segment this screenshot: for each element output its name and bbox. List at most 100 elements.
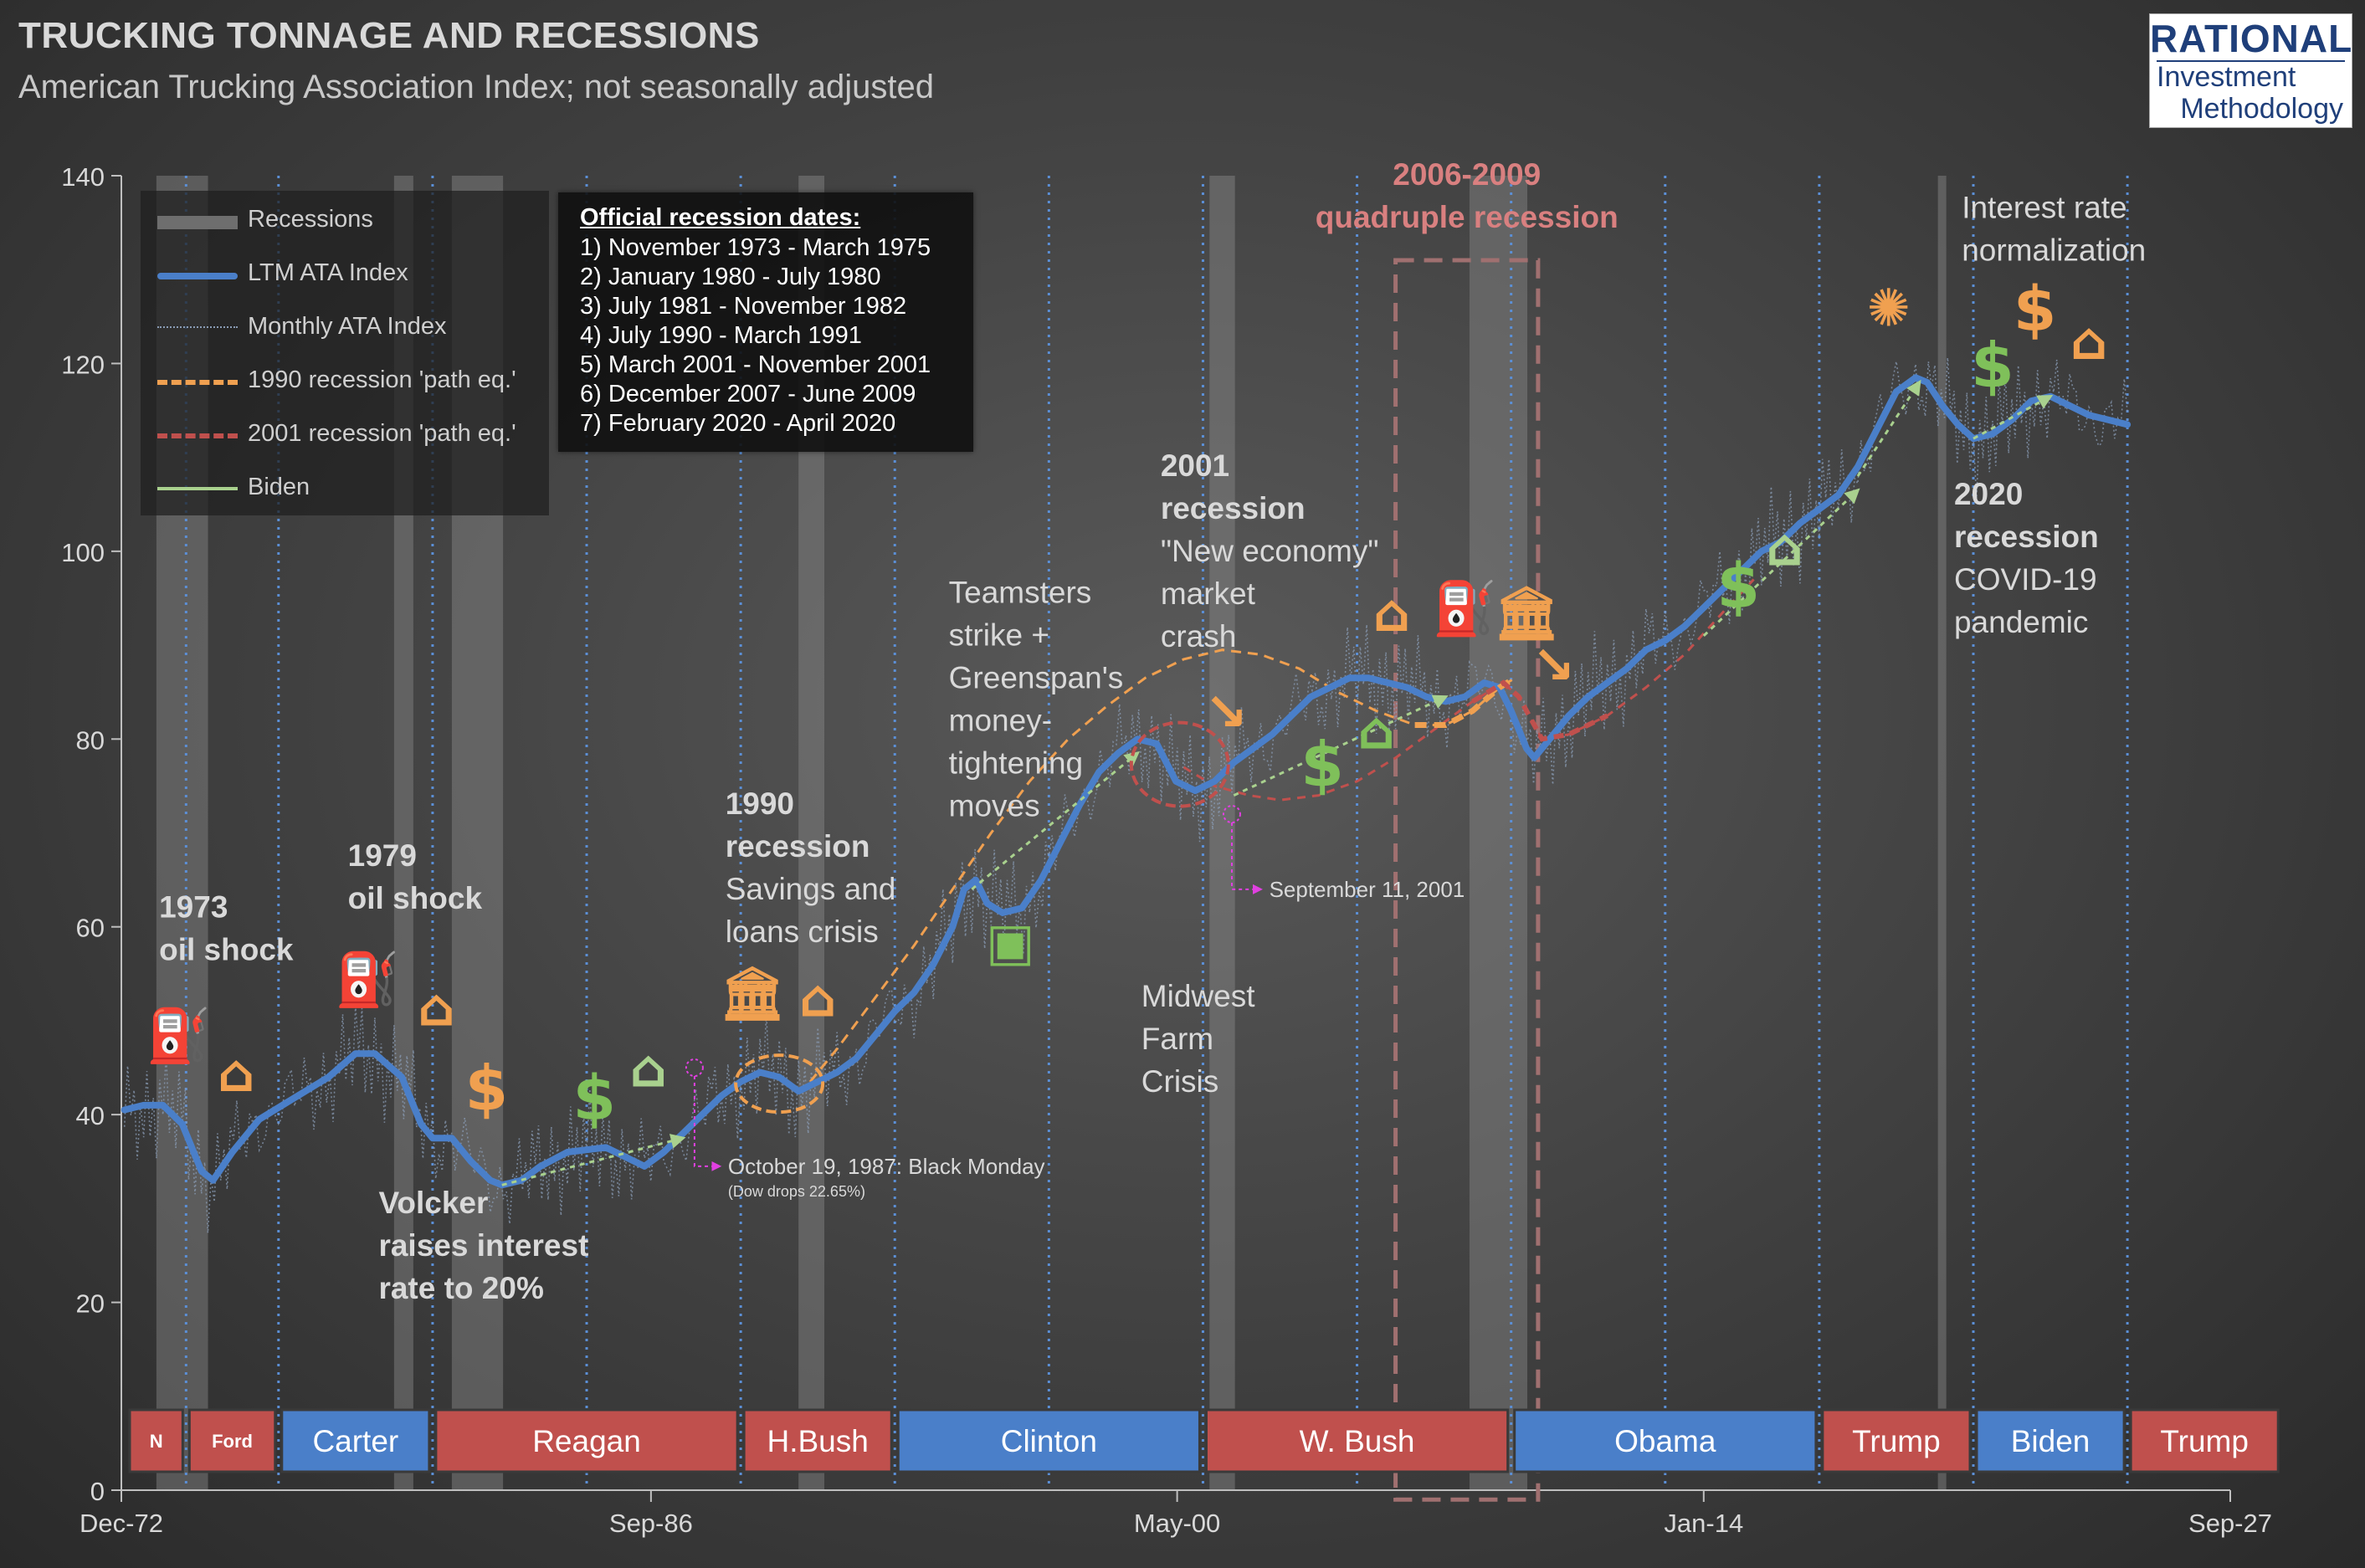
annotation-rates: normalization — [1962, 233, 2146, 267]
recession-date-item: 3) July 1981 - November 1982 — [580, 293, 907, 320]
recession-dates-heading: Official recession dates: — [580, 204, 861, 231]
oil-pump-icon: ⛽ — [1433, 578, 1497, 639]
president-label: Clinton — [1001, 1424, 1097, 1458]
president-label: Obama — [1614, 1424, 1716, 1458]
annotation-midwest: Crisis — [1141, 1064, 1218, 1099]
callout-arrow — [1230, 822, 1263, 894]
bank-icon: 🏛 — [1494, 582, 1560, 643]
chart-legend: Recessions LTM ATA Index Monthly ATA Ind… — [141, 191, 549, 515]
trend-arrow — [1856, 379, 1921, 477]
annotation-oil-1979: 1979 — [348, 838, 417, 873]
president-bar-wbush — [1204, 1408, 1510, 1473]
annotation-oil-1973: 1973 — [159, 889, 228, 924]
callout-black-monday: October 19, 1987: Black Monday — [728, 1154, 1045, 1179]
annotation-rec-2001: 2001 — [1161, 448, 1229, 483]
legend-item-1990-path: 1990 recession 'path eq.' — [141, 365, 549, 398]
y-tick-label: 100 — [61, 538, 105, 567]
dollar-icon: $ — [1716, 551, 1760, 623]
president-label: Ford — [212, 1431, 253, 1452]
house-outline-icon: ⌂ — [2070, 310, 2107, 372]
recession-date-item: 5) March 2001 - November 2001 — [580, 351, 931, 378]
quadruple-recession-box — [1393, 258, 1541, 1502]
president-label: Biden — [2011, 1424, 2091, 1458]
annotation-teamsters: moves — [949, 789, 1040, 823]
callout-arrow — [693, 1076, 722, 1171]
oil-pump-icon: ⛽ — [335, 949, 399, 1010]
company-logo: RATIONAL Investment Methodology — [2149, 13, 2352, 128]
bank-icon: 🏛 — [720, 963, 786, 1024]
recession-band — [1209, 176, 1235, 1490]
annotation-oil-1973: oil shock — [159, 932, 294, 966]
legend-label: Biden — [248, 474, 310, 500]
logo-rule — [2157, 60, 2345, 62]
callout-sept-11: September 11, 2001 — [1270, 877, 1465, 902]
recession-date-item: 6) December 2007 - June 2009 — [580, 381, 916, 407]
annotation-rec-1990: recession — [726, 829, 870, 863]
x-tick-label: Dec-72 — [80, 1509, 163, 1538]
dollar-icon: $ — [1300, 729, 1344, 801]
computer-icon: ▣ — [986, 911, 1035, 972]
legend-label: Monthly ATA Index — [248, 313, 447, 340]
legend-item-recessions: Recessions — [141, 204, 549, 238]
legend-item-2001-path: 2001 recession 'path eq.' — [141, 418, 549, 452]
chart-title: TRUCKING TONNAGE AND RECESSIONS — [18, 15, 760, 56]
annotation-volcker: raises interest — [378, 1228, 588, 1263]
legend-label: LTM ATA Index — [248, 259, 408, 286]
president-label: Reagan — [532, 1424, 641, 1458]
callout-marker — [1222, 805, 1241, 824]
chart-down-icon: ↘ — [1531, 634, 1575, 695]
callout-marker — [685, 1058, 704, 1078]
annotation-rec-2001: market — [1161, 576, 1256, 611]
y-tick-label: 0 — [90, 1477, 105, 1506]
annotation-rec-2001: recession — [1161, 491, 1306, 525]
legend-item-monthly: Monthly ATA Index — [141, 311, 549, 345]
annotation-rec-2020: recession — [1954, 520, 2099, 554]
monthly-ata-line — [123, 357, 2128, 1233]
x-tick-label: Sep-86 — [609, 1509, 693, 1538]
virus-icon: ✺ — [1867, 278, 1911, 339]
trend-arrow — [501, 1134, 686, 1186]
path-eq-2001-line — [1182, 578, 1755, 802]
ellipse-2001 — [1129, 720, 1230, 808]
president-label: N — [150, 1431, 163, 1452]
x-tick-label: May-00 — [1134, 1509, 1220, 1538]
annotation-teamsters: money- — [949, 704, 1052, 738]
chart-down-icon: ↘ — [1204, 681, 1248, 742]
legend-swatch — [157, 380, 238, 385]
legend-swatch — [157, 216, 238, 229]
dollar-icon: $ — [465, 1053, 509, 1125]
recession-date-item: 7) February 2020 - April 2020 — [580, 410, 896, 437]
annotation-rec-1990: Savings and — [726, 872, 896, 906]
legend-label: 1990 recession 'path eq.' — [248, 366, 516, 393]
president-bar-reagan — [434, 1408, 739, 1473]
house-icon: ⌂ — [1357, 700, 1394, 761]
annotation-quad: 2006-2009 — [1393, 157, 1541, 192]
annotation-rec-1990: 1990 — [726, 787, 794, 821]
legend-swatch — [157, 487, 238, 490]
legend-item-biden: Biden — [141, 472, 549, 505]
legend-label: Recessions — [248, 206, 373, 233]
annotation-teamsters: Teamsters — [949, 576, 1092, 610]
y-tick-label: 40 — [76, 1101, 105, 1130]
president-label: Trump — [1852, 1424, 1941, 1458]
oil-pump-icon: ⛽ — [146, 1005, 211, 1066]
recession-band — [1937, 176, 1947, 1490]
annotation-rec-2020: COVID-19 — [1954, 562, 2097, 597]
recession-date-item: 1) November 1973 - March 1975 — [580, 234, 931, 261]
president-bar-n — [128, 1408, 184, 1473]
house-icon: ⌂ — [799, 967, 836, 1028]
house-icon: ⌂ — [418, 977, 454, 1038]
trend-arrow — [1973, 394, 2054, 440]
legend-swatch — [157, 433, 238, 438]
trend-arrow — [1233, 694, 1449, 797]
ltm-ata-line — [121, 374, 2132, 1189]
logo-line-2: Investment — [2157, 61, 2296, 93]
president-bar-clinton — [896, 1408, 1201, 1473]
president-bar-biden — [1975, 1408, 2126, 1473]
annotation-midwest: Farm — [1141, 1022, 1213, 1056]
x-tick-label: Jan-14 — [1664, 1509, 1743, 1538]
logo-line-3: Methodology — [2180, 93, 2343, 125]
annotation-quad: quadruple recession — [1316, 200, 1619, 234]
annotation-oil-1979: oil shock — [348, 881, 483, 915]
recession-dates-box: Official recession dates: 1) November 19… — [558, 192, 973, 452]
